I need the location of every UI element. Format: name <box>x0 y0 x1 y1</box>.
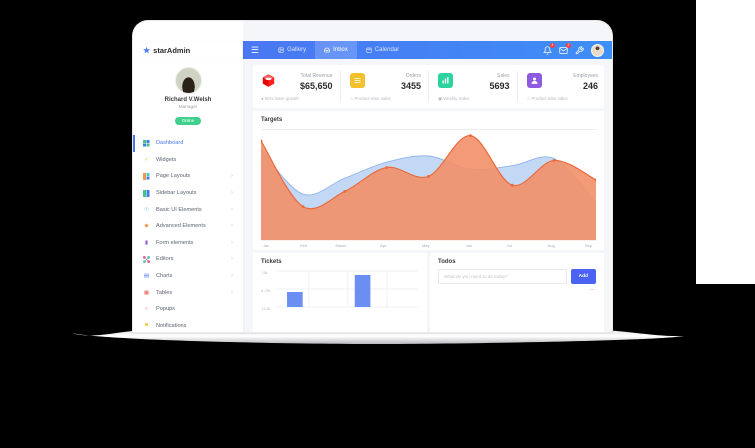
svg-text:Jun: Jun <box>466 243 472 248</box>
svg-text:12.5k: 12.5k <box>262 307 271 311</box>
svg-text:March: March <box>335 243 346 248</box>
svg-text:May: May <box>422 243 430 248</box>
svg-text:Aug: Aug <box>548 243 555 248</box>
svg-text:11.75k: 11.75k <box>261 289 270 293</box>
svg-text:Sep: Sep <box>585 243 592 248</box>
svg-text:Apr: Apr <box>380 243 387 248</box>
svg-text:Jul: Jul <box>507 243 512 248</box>
svg-text:Feb: Feb <box>300 243 307 248</box>
svg-text:15k: 15k <box>262 271 268 275</box>
svg-text:Jan: Jan <box>263 243 269 248</box>
